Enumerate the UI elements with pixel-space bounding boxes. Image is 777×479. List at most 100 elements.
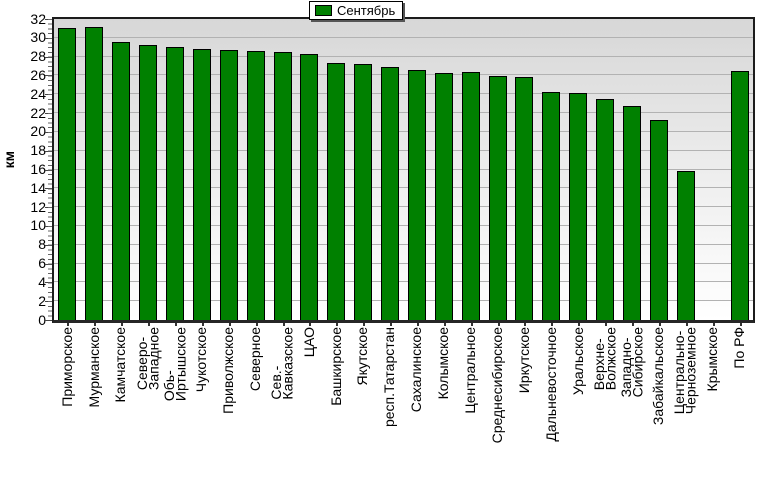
y-tick-label: 22 xyxy=(30,105,46,121)
y-tick-label: 20 xyxy=(30,123,46,139)
bar xyxy=(193,49,211,320)
x-tick-label: Камчатское xyxy=(112,327,129,403)
x-label-cell: Центрально- Черноземное xyxy=(671,327,699,477)
y-tick-label: 24 xyxy=(30,86,46,102)
y-tick-label: 18 xyxy=(30,142,46,158)
y-tick-label: 30 xyxy=(30,29,46,45)
y-tick-label: 16 xyxy=(30,161,46,177)
bar xyxy=(354,64,372,320)
x-tick xyxy=(659,323,661,326)
x-tick-label: Западно- Сибирское xyxy=(617,327,646,398)
x-tick-label: Обь- Иртышское xyxy=(160,327,189,402)
legend-label: Сентябрь xyxy=(337,3,396,18)
x-label-cell: Дальневосточное xyxy=(538,327,565,477)
y-tick-label: 12 xyxy=(30,199,46,215)
x-label-cell: Мурманское xyxy=(81,327,108,477)
x-label-cell: Колымское xyxy=(430,327,457,477)
x-tick xyxy=(524,323,526,326)
bar xyxy=(515,77,533,320)
x-label-cell: Забайкальское xyxy=(646,327,673,477)
x-label-cell: Якутское xyxy=(350,327,377,477)
x-label-cell: Сев.- Кавказское xyxy=(268,327,296,477)
gridline xyxy=(54,206,753,208)
bar xyxy=(220,50,238,320)
gridline xyxy=(54,36,753,38)
x-tick xyxy=(256,323,258,326)
x-tick xyxy=(605,323,607,326)
plot-frame xyxy=(52,17,755,323)
bar xyxy=(731,71,749,320)
gridline xyxy=(54,130,753,132)
x-label-cell: Северо- Западное xyxy=(134,327,162,477)
bar xyxy=(596,99,614,320)
x-tick xyxy=(94,323,96,326)
x-tick xyxy=(471,323,473,326)
bar xyxy=(623,106,641,320)
gridline xyxy=(54,187,753,189)
x-label-cell: Уральское xyxy=(565,327,592,477)
x-label-cell: респ.Татарстан xyxy=(377,327,404,477)
x-label-cell: Среднесибирское xyxy=(484,327,511,477)
x-tick xyxy=(551,323,553,326)
x-label-cell: Чукотское xyxy=(188,327,215,477)
bar xyxy=(489,76,507,320)
bar xyxy=(274,52,292,320)
x-tick-label: Сев.- Кавказское xyxy=(268,327,296,400)
x-tick-label: Башкирское xyxy=(327,327,344,406)
x-label-cell: Крымское xyxy=(699,327,726,477)
y-tick-label: 4 xyxy=(38,274,46,290)
x-label-cell: Обь- Иртышское xyxy=(160,327,189,477)
x-tick-label: Северное xyxy=(246,327,263,392)
y-tick-label: 2 xyxy=(38,293,46,309)
bar xyxy=(112,42,130,320)
y-tick-label: 28 xyxy=(30,48,46,64)
gridline xyxy=(54,300,753,302)
y-axis-minor-ticks xyxy=(48,19,52,320)
x-label-cell: Приволжское xyxy=(215,327,242,477)
bar xyxy=(408,70,426,320)
x-label-cell: Сахалинское xyxy=(404,327,431,477)
x-tick xyxy=(417,323,419,326)
x-label-cell: ЦАО xyxy=(296,327,323,477)
y-major-tick xyxy=(45,320,52,321)
x-label-cell: Северное xyxy=(242,327,269,477)
x-tick-label: Забайкальское xyxy=(650,327,667,426)
x-tick xyxy=(444,323,446,326)
gridline xyxy=(54,281,753,283)
x-tick-label: Якутское xyxy=(354,327,371,386)
x-tick-label: По РФ xyxy=(730,327,747,369)
x-tick-label: Чукотское xyxy=(193,327,210,393)
gridline xyxy=(54,149,753,151)
x-tick-label: Дальневосточное xyxy=(542,327,559,442)
x-label-cell: Иркутское xyxy=(511,327,538,477)
y-tick-label: 10 xyxy=(30,217,46,233)
x-tick-label: ЦАО xyxy=(300,327,317,358)
x-label-cell: Приморское xyxy=(54,327,81,477)
bar xyxy=(381,67,399,320)
x-tick xyxy=(175,323,177,326)
y-tick-label: 6 xyxy=(38,255,46,271)
x-tick-label: Иркутское xyxy=(515,327,532,394)
x-tick xyxy=(148,323,150,326)
x-tick xyxy=(67,323,69,326)
x-tick-label: респ.Татарстан xyxy=(381,327,398,428)
x-tick xyxy=(578,323,580,326)
x-tick xyxy=(632,323,634,326)
x-tick xyxy=(363,323,365,326)
bar xyxy=(139,45,157,320)
x-tick-label: Приволжское xyxy=(220,327,237,414)
x-axis-ticks xyxy=(54,323,753,327)
x-tick-label: Сахалинское xyxy=(408,327,425,413)
bar xyxy=(166,47,184,320)
y-tick-label: 32 xyxy=(30,11,46,27)
gridline xyxy=(54,74,753,76)
x-label-cell: Башкирское xyxy=(323,327,350,477)
bar xyxy=(677,171,695,320)
x-tick xyxy=(121,323,123,326)
x-tick xyxy=(336,323,338,326)
bar xyxy=(327,63,345,320)
bar xyxy=(462,72,480,320)
bar xyxy=(58,28,76,320)
x-label-cell: Камчатское xyxy=(108,327,135,477)
